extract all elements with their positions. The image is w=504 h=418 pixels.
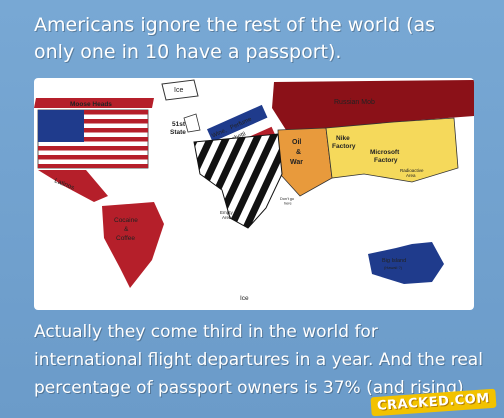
- south-america-shape: [102, 202, 164, 288]
- middle-east-shape: [277, 127, 333, 197]
- oil-war-label: Oil & War: [290, 139, 303, 166]
- headline-text: Americans ignore the rest of the world (…: [34, 14, 436, 63]
- microsoft-line: Microsoft: [370, 149, 400, 156]
- microsoft-factory-label: Microsoft Factory: [370, 149, 401, 164]
- state-51-line1: 51st: [172, 121, 186, 128]
- ice-top-shape: [161, 79, 199, 101]
- russia-shape: [272, 80, 474, 130]
- big-island-label: Big Island (Hawaii ?): [382, 258, 408, 270]
- ice-top-label: Ice: [174, 87, 183, 94]
- empty-area-label: Empty Area: [220, 210, 234, 220]
- area-line: Area: [222, 215, 232, 220]
- moose-heads-label: Moose Heads: [70, 101, 112, 108]
- and-line: &: [296, 149, 301, 156]
- uk-shape: [183, 113, 201, 133]
- state-51-label: 51st State: [170, 121, 187, 136]
- wine-label: Wine,: [211, 128, 228, 140]
- china-shape: [325, 117, 459, 183]
- australia-shape: [368, 242, 444, 284]
- canada-band: [34, 98, 154, 108]
- footer-text: Actually they come third in the world fo…: [34, 322, 483, 398]
- nike-factory-label: Nike Factory: [332, 135, 356, 150]
- radioactive-line1: Radioactive: [400, 168, 424, 173]
- factory-line-2: Factory: [374, 157, 398, 164]
- coffee-line: Coffee: [116, 235, 135, 242]
- dont-go-line1: Don't go: [280, 197, 294, 201]
- factory-line-1: Factory: [332, 143, 356, 150]
- big-island-line1: Big Island: [382, 258, 406, 264]
- cocaine-label: Cocaine & Coffee: [114, 217, 140, 242]
- cocaine-line: Cocaine: [114, 217, 138, 224]
- russian-mob-label: Russian Mob: [334, 99, 375, 106]
- africa-shape: [193, 133, 283, 229]
- big-island-line2: (Hawaii ?): [384, 265, 403, 270]
- amp-line: &: [124, 226, 129, 233]
- dont-go-label: Don't go here: [280, 197, 295, 206]
- world-map: Ice Moose Heads Latinos 51st State: [34, 79, 474, 302]
- ice-bottom-label: Ice: [240, 295, 249, 302]
- empty-line: Empty: [220, 210, 234, 215]
- radioactive-line2: Area: [406, 173, 416, 178]
- oil-line: Oil: [292, 139, 301, 146]
- usa-flag: [37, 109, 149, 169]
- nike-line: Nike: [336, 135, 350, 142]
- world-map-panel: Ice Moose Heads Latinos 51st State: [34, 78, 474, 310]
- radioactive-label: Radioactive Area: [400, 168, 425, 178]
- war-line: War: [290, 159, 303, 166]
- dont-go-line2: here: [284, 202, 292, 206]
- state-51-line2: State: [170, 129, 186, 136]
- latinos-band: [38, 170, 108, 202]
